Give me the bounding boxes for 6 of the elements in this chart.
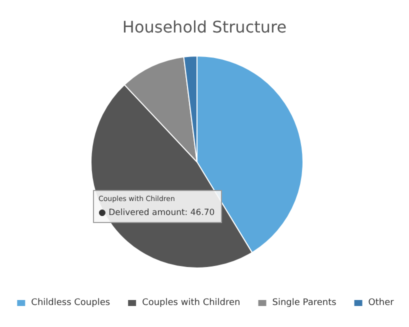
text: ● Delivered amount: 46.70 — [98, 208, 215, 218]
legend-label: Single Parents — [272, 298, 337, 308]
legend-label: Childless Couples — [31, 298, 110, 308]
legend-label: Other — [368, 298, 394, 308]
chart-title: Household Structure — [122, 18, 287, 36]
legend-label: Couples with Children — [142, 298, 240, 308]
